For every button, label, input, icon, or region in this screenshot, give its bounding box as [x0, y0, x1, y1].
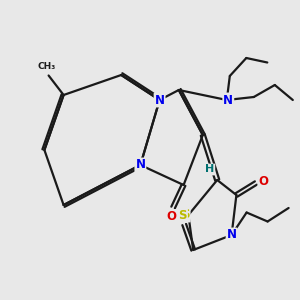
Text: CH₃: CH₃	[38, 62, 56, 71]
Text: S: S	[181, 208, 190, 221]
Text: H: H	[205, 164, 214, 175]
Text: N: N	[226, 229, 237, 242]
Text: S: S	[178, 209, 187, 222]
Text: O: O	[258, 175, 268, 188]
Text: O: O	[167, 210, 177, 223]
Text: N: N	[223, 94, 233, 106]
Text: N: N	[154, 94, 165, 106]
Text: N: N	[135, 158, 146, 172]
